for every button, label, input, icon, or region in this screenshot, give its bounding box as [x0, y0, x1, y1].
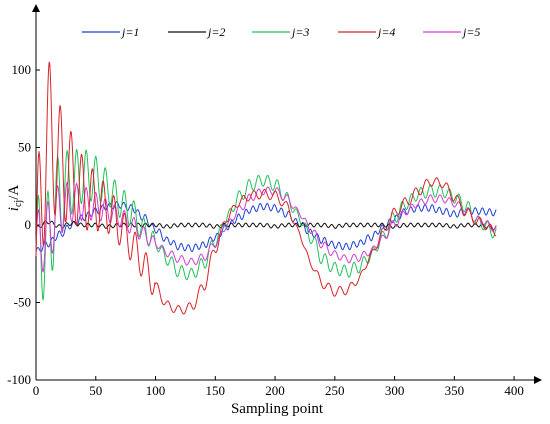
legend-label: j=5: [461, 25, 480, 39]
series-group: [35, 61, 497, 315]
legend-label: j=1: [120, 25, 139, 39]
y-axis-title: icj/A: [6, 185, 24, 212]
series-line-j2: [35, 220, 497, 231]
y-tick-label: 0: [25, 217, 32, 232]
x-tick-label: 50: [89, 383, 102, 398]
legend-label: j=2: [206, 25, 225, 39]
x-tick-label: 250: [325, 383, 345, 398]
x-tick-label: 350: [445, 383, 465, 398]
series-line-j4: [35, 61, 497, 315]
legend-label: j=3: [290, 25, 309, 39]
series-line-j3: [35, 148, 497, 301]
y-tick-label: -50: [14, 295, 31, 310]
y-tick-label: 50: [18, 140, 31, 155]
y-tick-label: -100: [7, 372, 31, 387]
x-tick-label: 150: [206, 383, 226, 398]
legend-label: j=4: [376, 25, 395, 39]
series-line-j5: [35, 181, 497, 273]
axes-group: 0 50 100 150 200 250 300 350 400 -100 -50 0 50 100 Sam…: [6, 4, 542, 417]
x-tick-label: 100: [146, 383, 166, 398]
x-tick-label: 300: [385, 383, 405, 398]
x-tick-label: 400: [504, 383, 524, 398]
legend: j=1 j=2 j=3 j=4 j=5: [82, 25, 480, 39]
y-tick-label: 100: [12, 62, 32, 77]
x-tick-label: 200: [265, 383, 285, 398]
x-tick-label: 0: [33, 383, 40, 398]
series-line-j1: [35, 201, 497, 253]
x-axis-title: Sampling point: [231, 401, 324, 417]
